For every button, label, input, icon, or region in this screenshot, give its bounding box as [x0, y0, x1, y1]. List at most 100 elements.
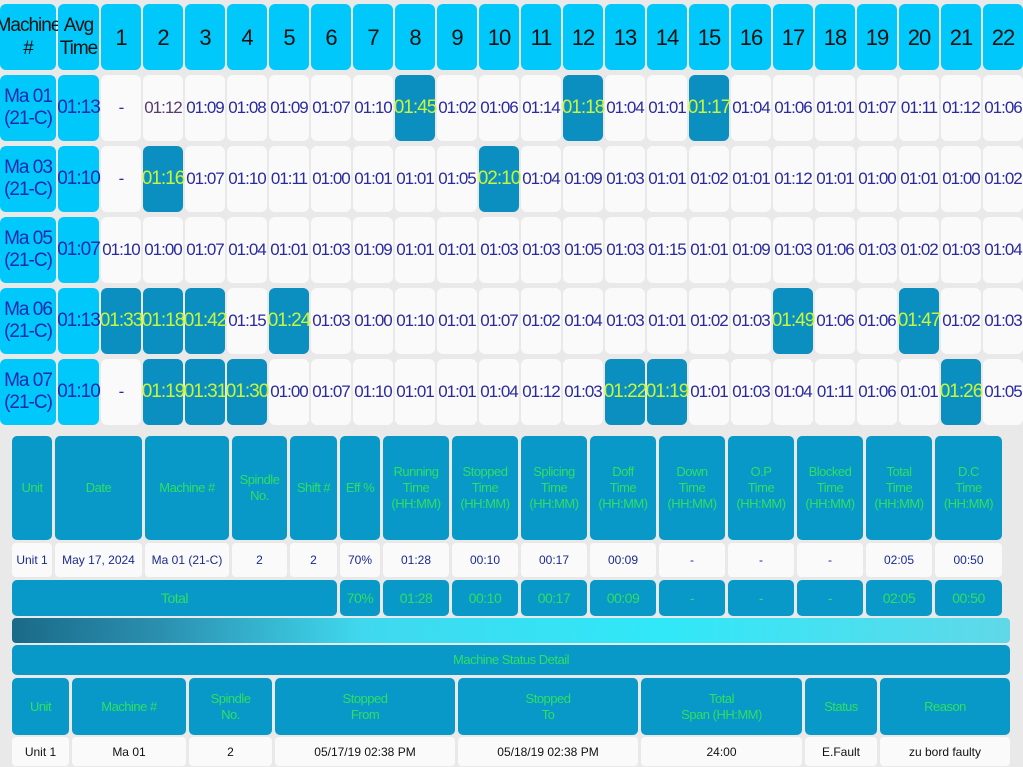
time-cell[interactable]: 01:19 [646, 359, 689, 425]
time-cell[interactable]: 01:07 [185, 146, 225, 212]
time-cell[interactable]: 01:04 [563, 288, 603, 354]
time-cell[interactable]: 01:10 [227, 146, 267, 212]
time-cell[interactable]: 01:09 [269, 75, 309, 141]
time-cell[interactable]: 01:01 [689, 217, 729, 283]
machine-cell[interactable]: Ma 07 (21-C) [0, 359, 56, 425]
time-cell[interactable]: 01:01 [395, 359, 435, 425]
time-cell[interactable]: 01:02 [941, 288, 981, 354]
time-cell[interactable]: 01:10 [353, 75, 393, 141]
time-cell[interactable]: 01:03 [731, 288, 771, 354]
time-cell[interactable]: 01:04 [605, 75, 645, 141]
time-cell[interactable]: 01:18 [142, 288, 185, 354]
time-cell[interactable]: 01:11 [269, 146, 309, 212]
time-cell[interactable]: 01:06 [815, 217, 855, 283]
time-cell[interactable]: 01:07 [311, 359, 351, 425]
time-cell[interactable]: 01:12 [773, 146, 813, 212]
time-cell[interactable]: 01:04 [227, 217, 267, 283]
time-cell[interactable]: 01:01 [647, 75, 687, 141]
time-cell[interactable]: 01:02 [689, 288, 729, 354]
time-cell[interactable]: 01:09 [185, 75, 225, 141]
time-cell[interactable]: 01:01 [437, 217, 477, 283]
time-cell[interactable]: 01:42 [184, 288, 227, 354]
time-cell[interactable]: 01:05 [983, 359, 1023, 425]
time-cell[interactable]: 01:05 [437, 146, 477, 212]
time-cell[interactable]: 01:02 [689, 146, 729, 212]
time-cell[interactable]: 01:06 [857, 359, 897, 425]
time-cell[interactable]: 01:03 [311, 288, 351, 354]
time-cell[interactable]: 01:45 [394, 75, 437, 141]
time-cell[interactable]: 02:10 [478, 146, 521, 212]
time-cell[interactable]: - [101, 359, 141, 425]
time-cell[interactable]: 01:01 [269, 217, 309, 283]
time-cell[interactable]: 01:22 [604, 359, 647, 425]
time-cell[interactable]: 01:24 [268, 288, 311, 354]
time-cell[interactable]: 01:07 [311, 75, 351, 141]
time-cell[interactable]: 01:16 [142, 146, 185, 212]
time-cell[interactable]: 01:00 [143, 217, 183, 283]
time-cell[interactable]: 01:03 [605, 288, 645, 354]
time-cell[interactable]: 01:01 [815, 146, 855, 212]
time-cell[interactable]: 01:01 [395, 146, 435, 212]
time-cell[interactable]: 01:09 [731, 217, 771, 283]
time-cell[interactable]: 01:04 [479, 359, 519, 425]
time-cell[interactable]: 01:06 [479, 75, 519, 141]
time-cell[interactable]: 01:03 [563, 359, 603, 425]
time-cell[interactable]: 01:03 [773, 217, 813, 283]
time-cell[interactable]: 01:07 [185, 217, 225, 283]
time-cell[interactable]: 01:15 [647, 217, 687, 283]
time-cell[interactable]: 01:18 [562, 75, 605, 141]
time-cell[interactable]: 01:02 [983, 146, 1023, 212]
time-cell[interactable]: 01:02 [899, 217, 939, 283]
time-cell[interactable]: 01:01 [731, 146, 771, 212]
time-cell[interactable]: 01:03 [521, 217, 561, 283]
time-cell[interactable]: 01:01 [395, 217, 435, 283]
time-cell[interactable]: 01:06 [983, 75, 1023, 141]
time-cell[interactable]: 01:17 [688, 75, 731, 141]
time-cell[interactable]: 01:09 [353, 217, 393, 283]
machine-cell[interactable]: Ma 01 (21-C) [0, 75, 56, 141]
time-cell[interactable]: 01:01 [437, 288, 477, 354]
time-cell[interactable]: 01:47 [898, 288, 941, 354]
machine-cell[interactable]: Ma 05 (21-C) [0, 217, 56, 283]
time-cell[interactable]: 01:01 [437, 359, 477, 425]
time-cell[interactable]: - [101, 75, 141, 141]
time-cell[interactable]: 01:49 [772, 288, 815, 354]
time-cell[interactable]: 01:01 [815, 75, 855, 141]
time-cell[interactable]: 01:03 [311, 217, 351, 283]
time-cell[interactable]: 01:02 [437, 75, 477, 141]
time-cell[interactable]: 01:01 [899, 146, 939, 212]
time-cell[interactable]: 01:03 [941, 217, 981, 283]
time-cell[interactable]: 01:00 [941, 146, 981, 212]
time-cell[interactable]: 01:12 [143, 75, 183, 141]
time-cell[interactable]: 01:19 [142, 359, 185, 425]
time-cell[interactable]: 01:07 [479, 288, 519, 354]
time-cell[interactable]: 01:10 [101, 217, 141, 283]
time-cell[interactable]: 01:12 [941, 75, 981, 141]
time-cell[interactable]: 01:04 [983, 217, 1023, 283]
time-cell[interactable]: 01:03 [857, 217, 897, 283]
time-cell[interactable]: 01:06 [773, 75, 813, 141]
time-cell[interactable]: 01:15 [227, 288, 267, 354]
time-cell[interactable]: 01:01 [647, 288, 687, 354]
time-cell[interactable]: 01:03 [605, 217, 645, 283]
time-cell[interactable]: 01:33 [100, 288, 143, 354]
time-cell[interactable]: 01:04 [773, 359, 813, 425]
time-cell[interactable]: 01:03 [479, 217, 519, 283]
time-cell[interactable]: 01:03 [983, 288, 1023, 354]
time-cell[interactable]: 01:06 [857, 288, 897, 354]
time-cell[interactable]: 01:01 [899, 359, 939, 425]
time-cell[interactable]: - [101, 146, 141, 212]
time-cell[interactable]: 01:06 [815, 288, 855, 354]
time-cell[interactable]: 01:11 [815, 359, 855, 425]
time-cell[interactable]: 01:01 [689, 359, 729, 425]
time-cell[interactable]: 01:00 [857, 146, 897, 212]
time-cell[interactable]: 01:10 [353, 359, 393, 425]
time-cell[interactable]: 01:11 [899, 75, 939, 141]
time-cell[interactable]: 01:09 [563, 146, 603, 212]
time-cell[interactable]: 01:08 [227, 75, 267, 141]
time-cell[interactable]: 01:30 [226, 359, 269, 425]
time-cell[interactable]: 01:31 [184, 359, 227, 425]
time-cell[interactable]: 01:05 [563, 217, 603, 283]
time-cell[interactable]: 01:03 [605, 146, 645, 212]
time-cell[interactable]: 01:26 [940, 359, 983, 425]
